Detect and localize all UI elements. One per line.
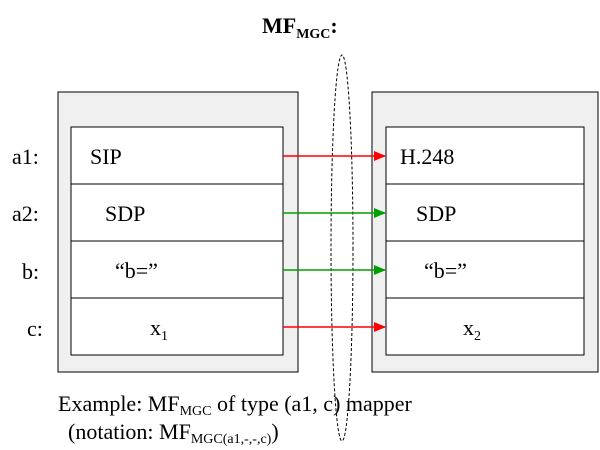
left-cell [70, 183, 284, 242]
right-cell [385, 297, 585, 356]
left-cell-text-sdp: SDP [105, 201, 145, 226]
row-label-a2: a2: [12, 201, 39, 226]
caption-line-2-sub: MGC(a1,-,-,c) [190, 432, 272, 447]
caption-line-1-suffix: of type (a1, c) mapper [211, 391, 412, 416]
caption-line-1: Example: MFMGC of type (a1, c) mapper [58, 391, 412, 419]
right-cells [385, 126, 585, 356]
left-cell [70, 240, 284, 299]
caption-line-1-prefix: Example: MF [58, 391, 180, 416]
right-cell-text-sdp: SDP [416, 201, 456, 226]
left-cell-text-b: “b=” [115, 258, 158, 283]
caption-line-1-sub: MGC [179, 404, 212, 419]
left-cell-text-sip: SIP [90, 144, 122, 169]
diagram-title: MFMGC: [262, 13, 338, 42]
row-label-b: b: [22, 259, 39, 284]
left-cell-text-x1: x1 [150, 315, 168, 344]
right-cell-text-h248: H.248 [400, 144, 454, 169]
left-cells [70, 126, 284, 356]
right-cell [385, 240, 585, 299]
right-cell-text-b: “b=” [424, 258, 467, 283]
left-cell [70, 126, 284, 185]
caption-line-2: (notation: MFMGC(a1,-,-,c)) [68, 419, 279, 447]
caption-line-2-prefix: (notation: MF [68, 419, 191, 444]
right-cell-text-x2: x2 [463, 315, 481, 344]
right-cell [385, 183, 585, 242]
left-cell [70, 297, 284, 356]
caption-line-2-suffix: ) [271, 419, 279, 444]
mapper-ellipse [330, 54, 354, 442]
row-label-a1: a1: [12, 144, 39, 169]
row-label-c: c: [27, 316, 43, 341]
